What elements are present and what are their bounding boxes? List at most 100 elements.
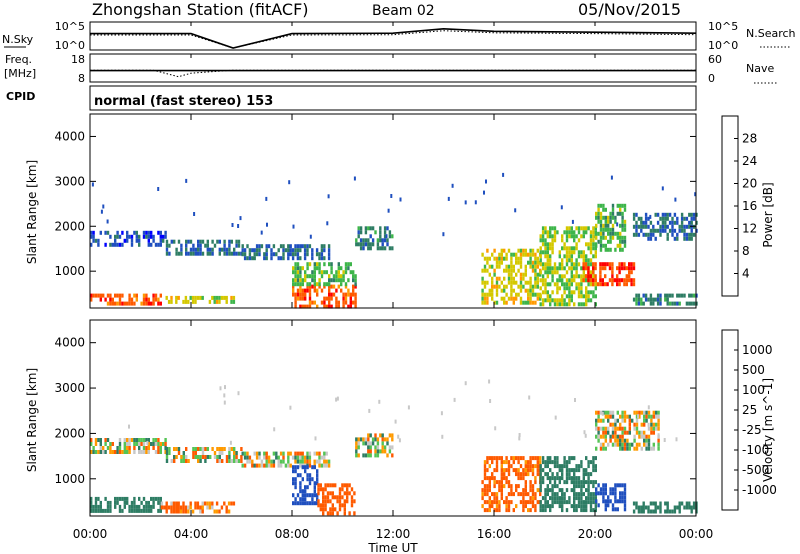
velocity-cell: [114, 504, 117, 509]
power-cell: [561, 282, 564, 287]
power-cell: [292, 284, 295, 289]
power-cell: [630, 262, 633, 267]
power-cell: [289, 244, 292, 249]
power-cell: [194, 299, 197, 304]
velocity-cell: [138, 450, 141, 454]
velocity-cell: [355, 441, 358, 446]
power-cell: [515, 252, 518, 257]
power-cell: [296, 270, 300, 275]
velocity-cell: [123, 438, 126, 442]
power-cell: [582, 230, 585, 235]
power-cell: [594, 266, 597, 271]
velocity-cell: [206, 455, 209, 459]
power-cell: [99, 297, 102, 302]
velocity-cell: [126, 500, 129, 505]
power-cell: [211, 239, 214, 244]
velocity-cell: [524, 504, 527, 509]
power-cell: [595, 223, 598, 228]
power-cell: [544, 298, 547, 303]
velocity-cell: [194, 501, 197, 506]
velocity-cell: [179, 505, 183, 510]
velocity-cell: [575, 504, 578, 509]
power-cell: [632, 232, 636, 237]
power-cell: [656, 301, 660, 306]
velocity-cell: [512, 468, 515, 473]
power-cell: [692, 232, 696, 237]
velocity-cell: [592, 508, 595, 513]
velocity-cell: [589, 460, 593, 465]
power-cell: [349, 292, 352, 297]
velocity-cell: [546, 456, 549, 461]
velocity-cell: [376, 453, 380, 458]
velocity-cell: [154, 450, 158, 454]
velocity-cell: [355, 449, 358, 454]
power-cell: [585, 258, 588, 263]
velocity-cell: [614, 418, 617, 423]
power-cell: [582, 266, 585, 271]
power-cell: [237, 251, 241, 256]
velocity-cell: [326, 511, 330, 516]
power-cell: [135, 293, 138, 298]
velocity-cell: [235, 459, 238, 463]
power-cell: [208, 299, 212, 304]
power-cell: [577, 302, 581, 307]
power-cell: [546, 274, 549, 279]
power-cell: [510, 256, 513, 261]
velocity-cell: [270, 459, 273, 464]
velocity-cell: [500, 456, 503, 461]
velocity-cell: [517, 456, 520, 461]
power-cell: [500, 280, 503, 285]
power-cell: [602, 243, 605, 248]
power-cell: [383, 230, 387, 235]
velocity-cell: [534, 492, 537, 497]
power-cell: [320, 256, 324, 261]
power-cell: [353, 176, 356, 181]
power-cell: [551, 250, 554, 255]
velocity-cell: [240, 459, 243, 463]
power-cell: [340, 278, 343, 283]
velocity-cell: [182, 501, 185, 506]
velocity-cell: [652, 446, 655, 451]
power-cell: [342, 274, 345, 279]
velocity-cell: [388, 449, 392, 454]
velocity-cell: [296, 493, 300, 498]
power-cell: [512, 252, 515, 257]
velocity-cell: [128, 504, 131, 509]
velocity-cell: [621, 430, 624, 435]
velocity-cell: [343, 499, 346, 504]
velocity-cell: [632, 501, 636, 506]
power-cell: [299, 274, 302, 279]
power-cell: [640, 224, 643, 229]
velocity-cell: [123, 446, 126, 450]
power-cell: [541, 274, 545, 279]
power-cell: [287, 252, 290, 257]
power-cell: [362, 246, 365, 251]
velocity-cell: [616, 438, 619, 443]
velocity-cell: [233, 451, 236, 455]
velocity-cell: [607, 495, 610, 500]
power-cell: [383, 246, 387, 251]
velocity-cell: [531, 468, 535, 473]
velocity-cell: [225, 455, 229, 459]
power-cell: [637, 293, 641, 298]
velocity-cell: [619, 414, 622, 419]
power-cell: [220, 295, 224, 300]
velocity-cell: [607, 499, 610, 504]
power-cell: [623, 207, 627, 212]
power-cell: [565, 282, 569, 287]
velocity-cell: [645, 438, 648, 443]
velocity-cell: [551, 476, 554, 481]
velocity-cell: [306, 485, 309, 490]
velocity-cell: [676, 505, 679, 510]
velocity-cell: [133, 508, 136, 513]
velocity-cell: [177, 501, 180, 506]
power-cell: [683, 232, 686, 237]
velocity-cell: [220, 505, 224, 510]
velocity-cell: [558, 488, 561, 493]
power-cell: [359, 238, 363, 243]
velocity-cell: [568, 472, 571, 477]
velocity-cell: [109, 442, 112, 446]
power-cell: [611, 282, 614, 287]
power-cell: [570, 246, 573, 251]
velocity-cell: [585, 488, 588, 493]
